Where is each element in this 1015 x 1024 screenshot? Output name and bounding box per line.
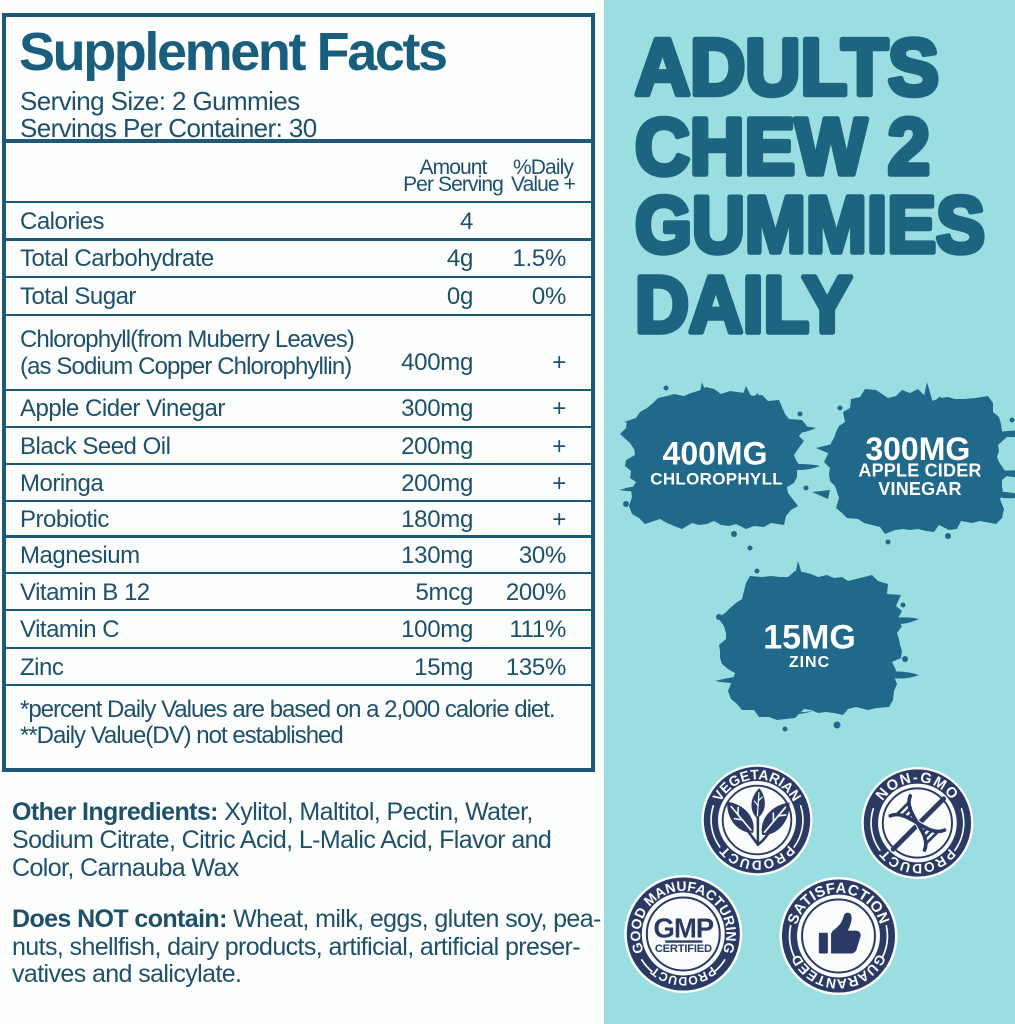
svg-text:400MG: 400MG — [663, 436, 768, 472]
svg-text:APPLE CIDER: APPLE CIDER — [858, 461, 981, 481]
svg-text:15MG: 15MG — [763, 618, 856, 656]
svg-text:VINEGAR: VINEGAR — [878, 479, 961, 499]
svg-text:CERTIFIED: CERTIFIED — [655, 943, 712, 955]
svg-text:DAILY: DAILY — [635, 260, 852, 349]
svg-text:ZINC: ZINC — [789, 654, 830, 671]
svg-text:GMP: GMP — [653, 913, 713, 944]
svg-text:CHEW 2: CHEW 2 — [635, 102, 930, 191]
svg-text:CHLOROPHYLL: CHLOROPHYLL — [650, 470, 783, 489]
svg-text:GUMMIES: GUMMIES — [635, 180, 985, 269]
svg-text:ADULTS: ADULTS — [635, 23, 939, 112]
svg-text:300MG: 300MG — [865, 431, 970, 467]
